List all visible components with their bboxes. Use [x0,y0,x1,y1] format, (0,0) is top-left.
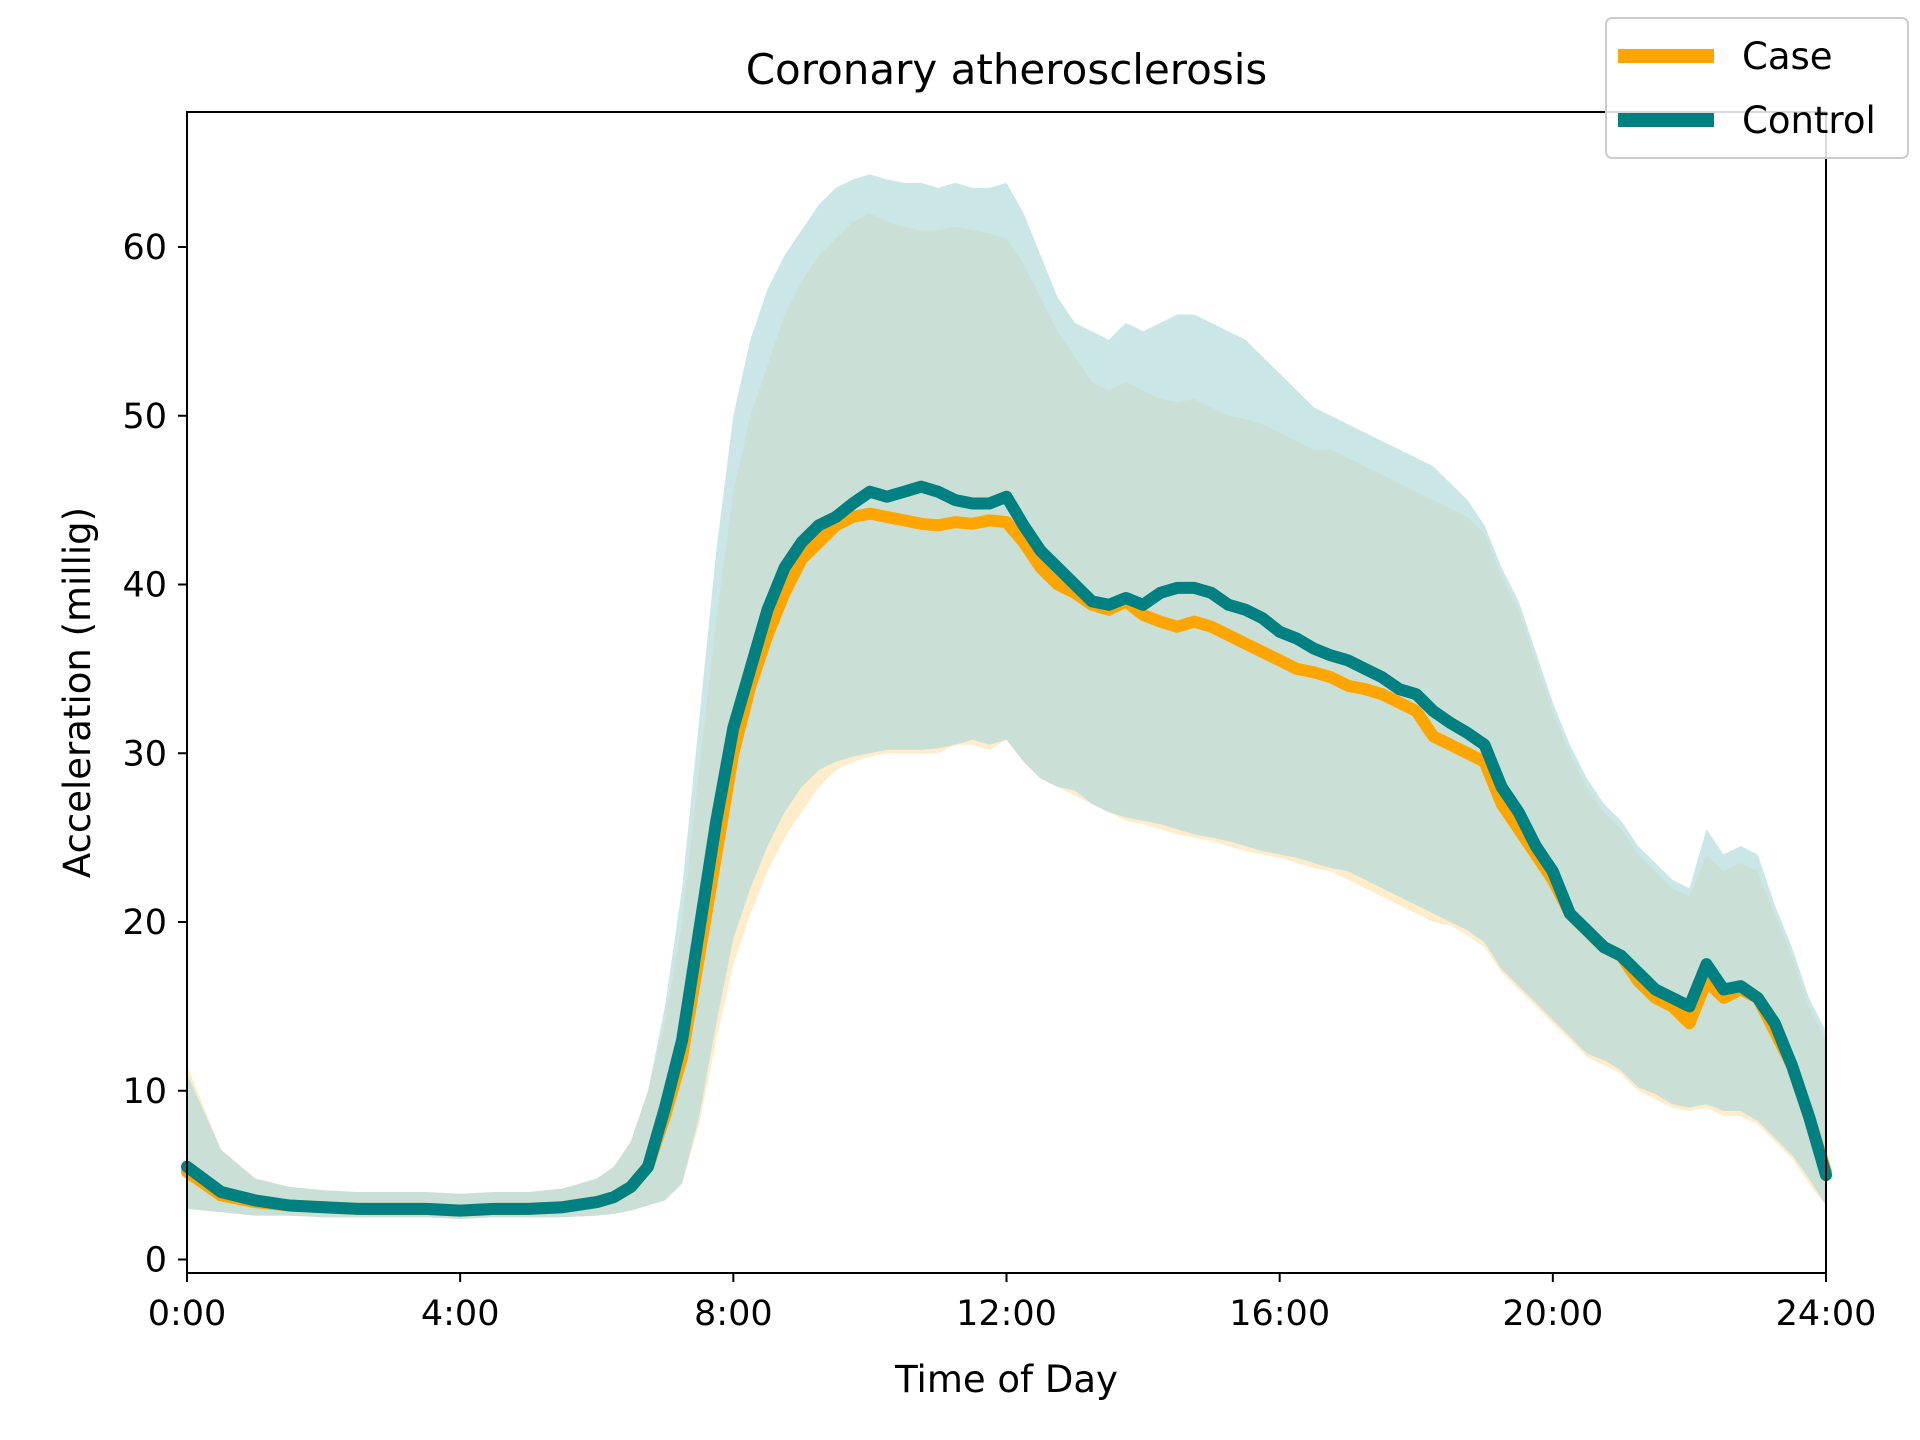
band-control [187,174,1826,1219]
x-tick-label: 20:00 [1502,1294,1603,1334]
x-tick-label: 4:00 [421,1294,500,1334]
legend-label-control: Control [1742,99,1876,142]
x-tick-label: 16:00 [1229,1294,1330,1334]
x-tick-label: 8:00 [694,1294,773,1334]
y-tick-label: 40 [122,566,167,606]
y-tick-label: 60 [122,228,167,268]
chart-title: Coronary atherosclerosis [746,45,1268,94]
x-axis-label: Time of Day [894,1358,1118,1401]
y-tick-label: 0 [145,1241,167,1281]
x-tick-label: 24:00 [1776,1294,1877,1334]
line-control [181,480,1832,1217]
x-tick-label: 0:00 [148,1294,227,1334]
x-axis-ticks: 0:00 4:00 8:00 12:00 16:00 20:00 24:00 [148,1273,1877,1334]
y-tick-label: 50 [122,397,167,437]
y-axis-ticks: 0 10 20 30 40 50 60 [122,228,187,1281]
confidence-bands [187,174,1826,1220]
y-tick-label: 30 [122,734,167,774]
x-tick-label: 12:00 [956,1294,1057,1334]
legend-label-case: Case [1742,35,1833,78]
legend: Case Control [1605,17,1909,159]
y-tick-label: 10 [122,1072,167,1112]
y-axis-label: Acceleration (millig) [56,507,99,878]
mean-lines [181,480,1832,1217]
y-tick-label: 20 [122,903,167,943]
